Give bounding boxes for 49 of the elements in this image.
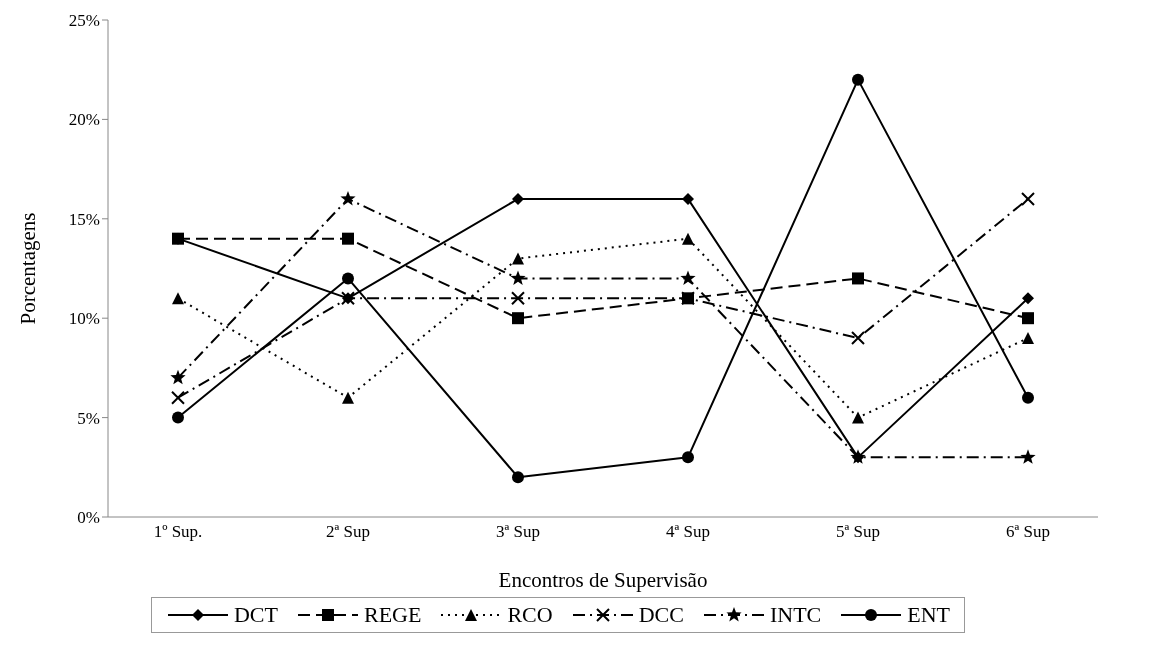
y-tick-label: 20% [68,110,100,130]
legend-label: INTC [769,602,822,628]
x-axis-title: Encontros de Supervisão [498,568,708,592]
y-tick-label: 5% [77,408,100,428]
point [171,390,185,405]
point [852,411,864,424]
point [1022,292,1034,305]
point [172,232,184,245]
point [1022,332,1034,345]
x-tick-label: 3ª Sup [496,522,540,542]
y-tick-label: 10% [68,309,100,329]
point [342,232,354,245]
point [852,73,864,86]
point [512,252,524,265]
x-tick-label: 4ª Sup [666,522,710,542]
x-tick-label: 1º Sup. [153,522,203,542]
y-tick-label: 25% [68,11,100,31]
y-tick-label: 0% [77,508,100,528]
point [510,270,526,285]
point [512,192,524,205]
point [512,312,524,325]
point [1021,191,1035,206]
legend-label: DCT [233,602,278,628]
point [1020,449,1036,464]
y-tick-label: 15% [68,209,100,229]
point [682,232,694,245]
point [680,270,696,285]
point [1022,391,1034,404]
point [682,451,694,464]
x-tick-label: 5ª Sup [836,522,880,542]
point [172,292,184,305]
point [172,411,184,424]
point [342,391,354,404]
x-tick-label: 6ª Sup [1006,522,1050,542]
point [340,190,356,206]
point [682,192,694,205]
point [170,369,186,385]
legend-label: RCO [507,602,553,628]
legend-label: ENT [907,602,951,628]
point [342,272,354,285]
point [1022,312,1034,325]
y-axis-title: Porcentagens [16,212,41,325]
point [852,272,864,285]
x-tick-label: 2ª Sup [326,522,370,542]
legend-label: DCC [638,602,684,628]
point [512,471,524,484]
point [851,331,865,346]
legend-label: REGE [363,602,422,628]
point [511,291,525,306]
